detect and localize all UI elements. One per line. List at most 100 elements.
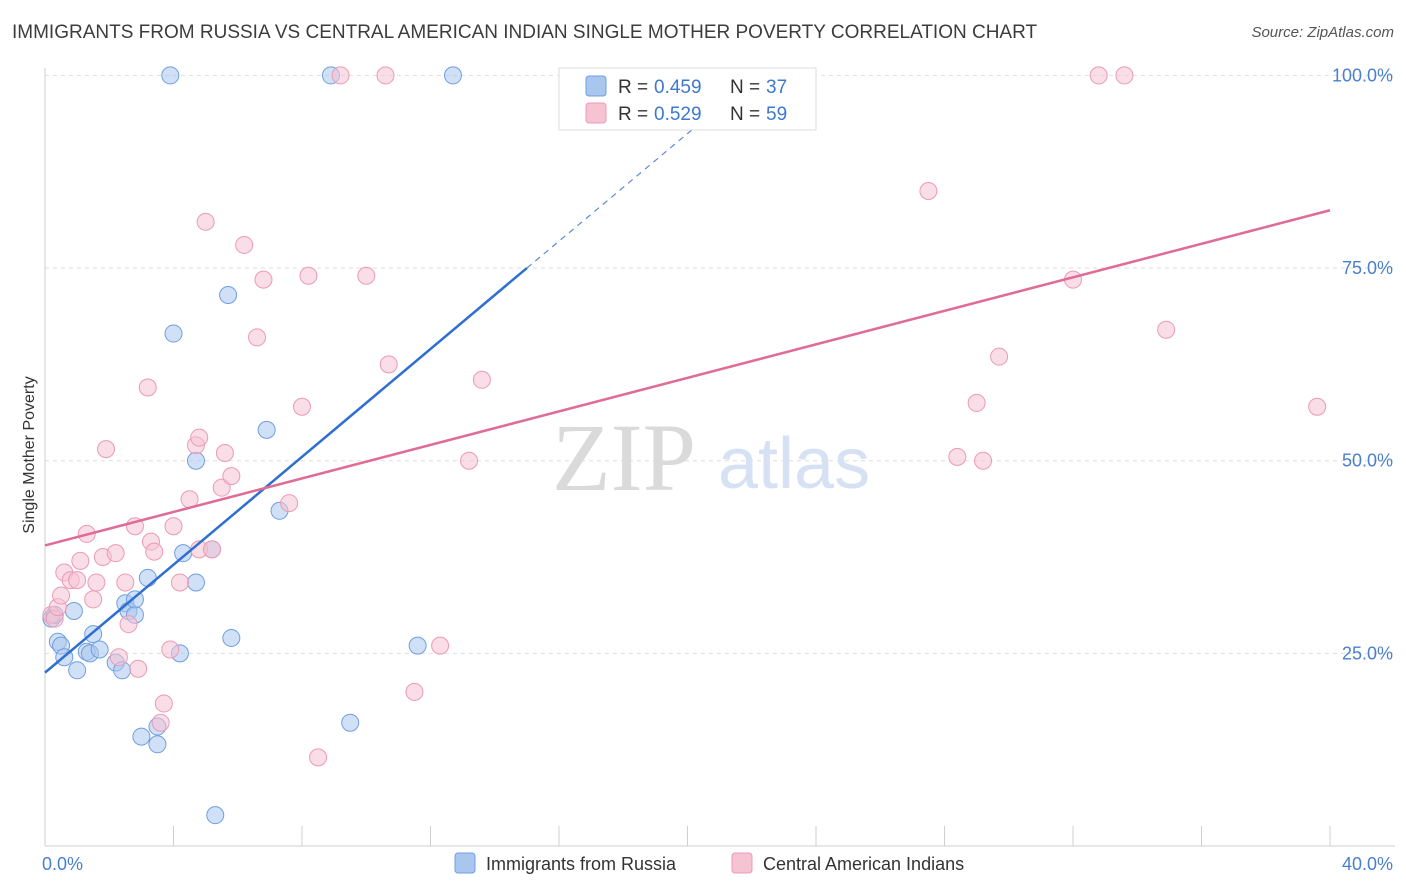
stats-legend: R = 0.459 N = 37 R = 0.529 N = 59: [558, 67, 817, 131]
stats-legend-swatch-central-american: [585, 102, 607, 124]
y-tick-label: 100.0%: [1332, 65, 1393, 85]
stats-legend-n-value-central-american: 59: [766, 104, 787, 125]
data-point-central-american: [1157, 320, 1176, 339]
trend-line-russia-extension: [526, 125, 698, 269]
data-point-russia: [219, 286, 238, 305]
watermark-zip: ZIP: [552, 404, 696, 511]
data-point-russia: [132, 727, 151, 746]
stats-legend-swatch-russia: [585, 75, 607, 97]
data-point-central-american: [379, 355, 398, 374]
data-point-russia: [186, 573, 205, 592]
x-tick-label: 0.0%: [42, 854, 83, 874]
data-point-central-american: [129, 659, 148, 678]
stats-legend-n-value-russia: 37: [766, 77, 787, 98]
data-point-central-american: [299, 266, 318, 285]
data-point-russia: [90, 640, 109, 659]
data-point-central-american: [405, 682, 424, 701]
data-point-central-american: [235, 235, 254, 254]
data-point-central-american: [376, 66, 395, 85]
stats-legend-r-value-russia: 0.459: [654, 77, 702, 98]
data-point-central-american: [1115, 66, 1134, 85]
data-point-central-american: [170, 573, 189, 592]
watermark-atlas: atlas: [718, 424, 870, 504]
data-point-russia: [161, 66, 180, 85]
data-point-russia: [186, 451, 205, 470]
data-point-central-american: [68, 571, 87, 590]
gridlines: [45, 74, 1395, 654]
data-point-central-american: [222, 467, 241, 486]
data-point-russia: [64, 601, 83, 620]
data-point-russia: [222, 628, 241, 647]
y-tick-label: 50.0%: [1342, 451, 1393, 471]
trend-line-russia: [44, 267, 528, 674]
data-point-russia: [341, 713, 360, 732]
data-point-russia: [164, 324, 183, 343]
data-point-central-american: [106, 544, 125, 563]
data-point-central-american: [203, 540, 222, 559]
series-legend-swatch-russia: [454, 852, 476, 874]
data-point-central-american: [145, 542, 164, 561]
data-point-central-american: [1089, 66, 1108, 85]
x-tick-label: 40.0%: [1342, 854, 1393, 874]
y-axis-label: Single Mother Poverty: [21, 376, 38, 533]
data-point-central-american: [248, 328, 267, 347]
stats-legend-r-label-russia: R =: [618, 77, 648, 98]
y-tick-label: 75.0%: [1342, 258, 1393, 278]
data-point-central-american: [84, 590, 103, 609]
axes: [44, 68, 1395, 847]
data-point-central-american: [151, 713, 170, 732]
data-point-central-american: [948, 447, 967, 466]
series-legend-swatch-central-american: [731, 852, 753, 874]
data-point-central-american: [161, 640, 180, 659]
data-point-central-american: [119, 615, 138, 634]
data-point-central-american: [990, 347, 1009, 366]
data-point-central-american: [164, 517, 183, 536]
series-legend-label-central-american: Central American Indians: [763, 854, 964, 874]
data-point-central-american: [212, 478, 231, 497]
data-point-russia: [206, 806, 225, 825]
stats-legend-r-value-central-american: 0.529: [654, 104, 702, 125]
data-point-central-american: [154, 694, 173, 713]
data-point-central-american: [919, 182, 938, 200]
y-tick-label: 25.0%: [1342, 643, 1393, 663]
tick-labels: 25.0% 50.0% 75.0% 100.0% 0.0% 40.0%: [42, 65, 1393, 874]
data-point-central-american: [215, 444, 234, 462]
series-legend-label-russia: Immigrants from Russia: [486, 854, 677, 874]
data-point-central-american: [472, 370, 491, 389]
data-point-central-american: [190, 428, 209, 447]
data-point-central-american: [87, 573, 106, 592]
data-point-central-american: [309, 748, 328, 767]
trend-lines: [44, 125, 1331, 674]
data-point-central-american: [254, 270, 273, 289]
chart-title: IMMIGRANTS FROM RUSSIA VS CENTRAL AMERIC…: [12, 22, 1038, 43]
data-point-central-american: [357, 266, 376, 285]
data-point-central-american: [974, 451, 993, 470]
stats-legend-n-label-central-american: N =: [730, 104, 760, 125]
data-point-central-american: [196, 212, 215, 231]
data-point-central-american: [109, 648, 128, 667]
data-point-central-american: [116, 573, 135, 592]
data-point-central-american: [97, 440, 116, 459]
trend-line-central-american: [44, 209, 1331, 547]
data-point-central-american: [331, 66, 350, 85]
data-point-russia: [408, 636, 427, 655]
data-point-russia: [138, 568, 157, 587]
series-legend: Immigrants from Russia Central American …: [454, 852, 964, 874]
data-point-central-american: [293, 397, 311, 416]
data-point-central-american: [967, 393, 986, 412]
data-point-central-american: [71, 551, 90, 570]
data-point-central-american: [460, 451, 479, 470]
stats-legend-n-label-russia: N =: [730, 77, 760, 98]
data-point-russia: [148, 735, 167, 754]
chart-source: Source: ZipAtlas.com: [1251, 24, 1394, 41]
data-point-russia: [443, 66, 462, 85]
data-point-central-american: [431, 636, 450, 655]
data-point-central-american: [1308, 397, 1327, 416]
data-point-central-american: [52, 586, 71, 605]
stats-legend-r-label-central-american: R =: [618, 104, 648, 125]
data-points: [42, 66, 1327, 825]
data-point-central-american: [280, 494, 299, 513]
data-point-russia: [68, 661, 87, 680]
data-point-central-american: [138, 378, 157, 397]
